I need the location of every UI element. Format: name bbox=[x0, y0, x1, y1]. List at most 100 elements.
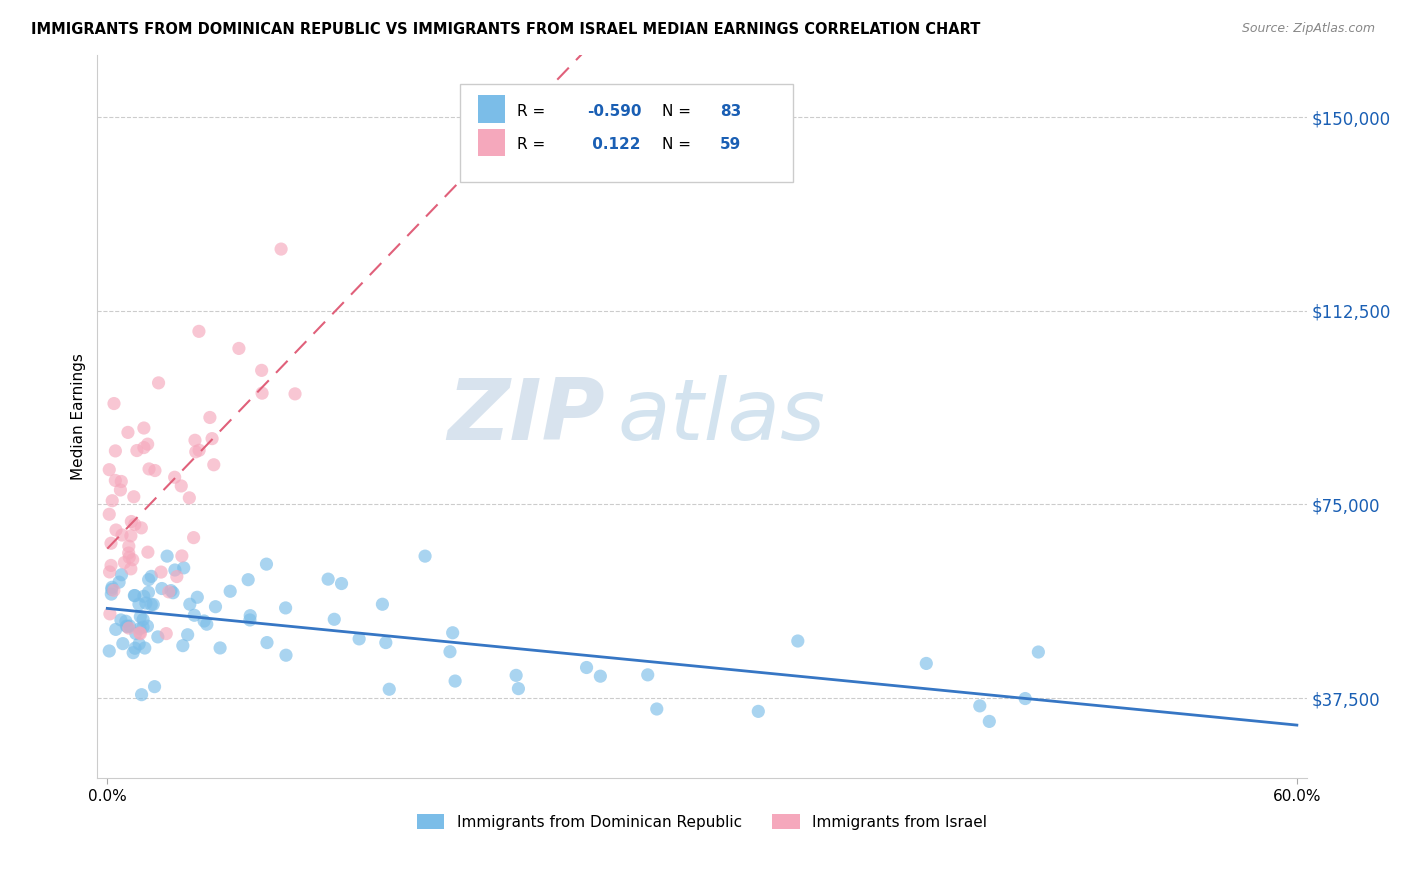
Point bbox=[439, 645, 461, 659]
Point bbox=[170, 479, 193, 493]
Bar bbox=[478, 128, 505, 156]
Point bbox=[637, 668, 659, 682]
Text: -0.590: -0.590 bbox=[588, 103, 641, 119]
Point bbox=[110, 475, 132, 489]
Point bbox=[187, 324, 209, 338]
Point bbox=[238, 573, 260, 587]
Point bbox=[239, 608, 262, 623]
Point bbox=[1028, 645, 1050, 659]
Point bbox=[98, 565, 121, 579]
Point bbox=[162, 585, 184, 599]
Point bbox=[131, 688, 153, 702]
Point bbox=[100, 536, 122, 550]
Point bbox=[188, 443, 211, 458]
Point bbox=[104, 443, 127, 458]
Point bbox=[323, 612, 346, 626]
Point bbox=[132, 620, 155, 634]
Point bbox=[256, 635, 278, 649]
Point bbox=[179, 491, 201, 505]
Point bbox=[250, 363, 273, 377]
Point bbox=[103, 583, 125, 598]
Text: N =: N = bbox=[662, 103, 696, 119]
Point bbox=[374, 635, 396, 649]
Point bbox=[979, 714, 1001, 729]
Point bbox=[138, 573, 160, 587]
Point bbox=[128, 637, 150, 651]
Point bbox=[209, 640, 232, 655]
Point bbox=[101, 493, 124, 508]
Point bbox=[505, 668, 527, 682]
Point bbox=[124, 589, 146, 603]
Point bbox=[138, 585, 160, 599]
Point bbox=[143, 463, 166, 477]
Text: R =: R = bbox=[517, 136, 550, 152]
Point bbox=[110, 567, 132, 582]
Point bbox=[101, 580, 124, 594]
Point bbox=[575, 660, 598, 674]
Point bbox=[120, 562, 142, 576]
Point bbox=[100, 558, 122, 573]
Point bbox=[142, 598, 165, 612]
Point bbox=[198, 410, 221, 425]
Y-axis label: Median Earnings: Median Earnings bbox=[72, 353, 86, 480]
Text: atlas: atlas bbox=[617, 376, 825, 458]
Point bbox=[202, 458, 225, 472]
Point bbox=[124, 517, 146, 532]
Point bbox=[146, 630, 169, 644]
Point bbox=[184, 434, 207, 448]
Point bbox=[250, 386, 273, 401]
Point bbox=[508, 681, 530, 696]
Point bbox=[98, 644, 121, 658]
Point bbox=[183, 608, 205, 623]
Point bbox=[125, 626, 148, 640]
Point bbox=[105, 523, 128, 537]
Point bbox=[135, 596, 157, 610]
Point bbox=[786, 634, 808, 648]
Point bbox=[100, 587, 122, 601]
Point bbox=[193, 614, 215, 628]
Point bbox=[239, 613, 262, 627]
Point bbox=[98, 508, 121, 522]
Bar bbox=[478, 95, 505, 123]
Point bbox=[136, 619, 159, 633]
Point bbox=[110, 613, 132, 627]
Point bbox=[270, 242, 292, 256]
Point bbox=[228, 342, 250, 356]
Point bbox=[330, 576, 353, 591]
Text: IMMIGRANTS FROM DOMINICAN REPUBLIC VS IMMIGRANTS FROM ISRAEL MEDIAN EARNINGS COR: IMMIGRANTS FROM DOMINICAN REPUBLIC VS IM… bbox=[31, 22, 980, 37]
Point bbox=[120, 515, 142, 529]
Point bbox=[138, 462, 160, 476]
Text: 0.122: 0.122 bbox=[588, 136, 641, 152]
Point bbox=[128, 597, 150, 611]
Text: Source: ZipAtlas.com: Source: ZipAtlas.com bbox=[1241, 22, 1375, 36]
Point bbox=[163, 470, 186, 484]
Point bbox=[120, 529, 142, 543]
Point bbox=[129, 609, 152, 624]
FancyBboxPatch shape bbox=[460, 84, 793, 182]
Point bbox=[371, 597, 394, 611]
Point bbox=[103, 396, 125, 410]
Point bbox=[132, 613, 155, 627]
Point bbox=[186, 591, 208, 605]
Point bbox=[131, 521, 153, 535]
Point bbox=[284, 387, 307, 401]
Point bbox=[915, 657, 938, 671]
Point bbox=[589, 669, 612, 683]
Point bbox=[166, 569, 188, 583]
Point bbox=[150, 565, 173, 579]
Point bbox=[118, 550, 141, 565]
Text: 59: 59 bbox=[720, 136, 741, 152]
Point bbox=[128, 626, 150, 640]
Point bbox=[176, 628, 198, 642]
Point bbox=[110, 483, 132, 497]
Point bbox=[645, 702, 668, 716]
Point bbox=[132, 589, 155, 603]
Point bbox=[117, 620, 139, 634]
Legend: Immigrants from Dominican Republic, Immigrants from Israel: Immigrants from Dominican Republic, Immi… bbox=[411, 807, 993, 836]
Point bbox=[170, 549, 193, 563]
Point bbox=[111, 637, 134, 651]
Point bbox=[124, 589, 146, 603]
Point bbox=[115, 619, 138, 633]
Point bbox=[118, 619, 141, 633]
Point bbox=[136, 545, 159, 559]
